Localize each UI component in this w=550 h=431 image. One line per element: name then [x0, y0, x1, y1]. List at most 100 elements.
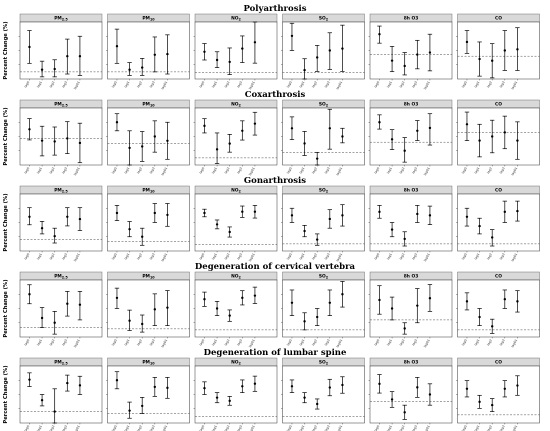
error-bar-lag1 — [389, 222, 395, 238]
point-estimate — [78, 217, 82, 221]
x-tick-label: lag3 — [499, 81, 506, 89]
x-tick-label: lag1 — [124, 81, 131, 89]
point-estimate — [203, 124, 206, 128]
error-bar-lag0 — [464, 292, 470, 311]
point-estimate — [153, 211, 157, 215]
panel-plot-area — [107, 365, 190, 424]
error-bar-lag01 — [340, 204, 345, 227]
x-tick-label: lag3 — [411, 339, 418, 347]
x-tick-label: lag1 — [474, 339, 481, 347]
point-estimate — [390, 398, 394, 401]
point-estimate — [290, 127, 294, 130]
point-estimate — [166, 386, 169, 390]
x-tick-label: lag0 — [286, 425, 293, 431]
x-tick-label: lag1 — [386, 339, 393, 347]
error-bar-lag01 — [427, 205, 433, 225]
point-estimate — [403, 149, 406, 152]
x-tick-label: lag01 — [73, 425, 81, 431]
error-bar-lag3 — [152, 36, 158, 73]
x-tick-label: lag01 — [160, 339, 168, 349]
figure-row-2: Coxarthrosis Percent Change (%) PM2.5 lag0 l… — [3, 90, 540, 176]
x-tick-label: lag1 — [36, 425, 43, 431]
error-bar-lag2 — [314, 398, 320, 410]
point-estimate — [478, 315, 481, 319]
point-estimate — [241, 47, 244, 50]
panel-plot-area — [19, 193, 103, 252]
point-estimate — [416, 53, 419, 56]
error-bar-lag3 — [415, 377, 420, 398]
x-tick-label: lag0 — [286, 339, 293, 347]
error-bar-lag01 — [252, 111, 258, 136]
x-tick-label: lag3 — [236, 425, 243, 431]
panel-plot-area — [194, 193, 278, 252]
point-estimate — [203, 50, 206, 53]
error-bar-lag01 — [165, 203, 170, 227]
panel-8h-o3: 8h O3 lag0 lag1 lag2 lag3 lag01 — [368, 185, 453, 262]
x-tick-label: lag2 — [399, 81, 406, 89]
x-tick-label: lag3 — [236, 81, 243, 89]
x-tick-label: lag01 — [248, 339, 256, 349]
panel-plot-area — [107, 193, 190, 252]
x-tick-label: lag3 — [499, 167, 506, 175]
point-estimate — [428, 51, 432, 54]
error-bar-lag0 — [289, 116, 295, 141]
point-estimate — [428, 393, 432, 396]
point-estimate — [303, 396, 306, 399]
panel-plot-area — [194, 107, 278, 166]
figure-row-3: Gonarthrosis Percent Change (%) PM2.5 lag0 l… — [3, 176, 540, 262]
panel-no2: NO2 lag0 lag1 lag2 lag3 lag01 — [193, 357, 278, 431]
x-tick-label: lag3 — [411, 425, 418, 431]
x-tick-label: lag0 — [198, 339, 205, 347]
error-bar-lag3 — [240, 205, 245, 218]
point-estimate — [328, 301, 332, 304]
x-tick-label: lag1 — [474, 425, 481, 431]
panel-strip-label: SO2 — [319, 16, 329, 22]
point-estimate — [490, 325, 494, 328]
point-estimate — [428, 126, 432, 130]
point-estimate — [416, 212, 419, 216]
x-tick-label: lag1 — [386, 81, 393, 89]
error-bar-lag1 — [214, 132, 220, 164]
error-bar-lag2 — [227, 309, 232, 322]
panel-strip-label: 8h O3 — [404, 102, 419, 108]
x-tick-label: lag2 — [399, 425, 406, 431]
x-tick-label: lag2 — [136, 339, 143, 347]
point-estimate — [128, 68, 131, 71]
point-estimate — [140, 235, 144, 238]
error-bar-lag1 — [389, 296, 395, 321]
y-axis-label: Percent Change (%) — [3, 365, 9, 423]
x-tick-label: lag01 — [248, 425, 256, 431]
error-bar-lag2 — [227, 396, 232, 406]
error-bar-lag0 — [377, 114, 382, 130]
point-estimate — [378, 298, 381, 302]
panel-strip-label: NO2 — [231, 360, 241, 366]
panel-8h-o3: 8h O3 lag0 lag1 lag2 lag3 lag01 — [368, 99, 453, 176]
point-estimate — [290, 301, 294, 304]
error-bar-lag01 — [252, 286, 258, 304]
panel-8h-o3: 8h O3 lag0 lag1 lag2 lag3 lag01 — [368, 271, 453, 349]
point-estimate — [328, 386, 332, 389]
error-bar-lag2 — [489, 318, 495, 334]
point-estimate — [315, 238, 319, 241]
error-bar-lag2 — [402, 52, 407, 76]
point-estimate — [241, 385, 244, 388]
point-estimate — [140, 66, 144, 69]
error-bar-lag0 — [289, 207, 295, 223]
x-tick-label: lag3 — [61, 167, 68, 175]
x-tick-label: lag01 — [510, 167, 518, 177]
panel-no2: NO2 lag0 lag1 lag2 lag3 lag01 — [193, 271, 278, 349]
x-tick-label: lag01 — [248, 253, 256, 263]
error-bar-lag1 — [39, 394, 45, 407]
panel-no2: NO2 lag0 lag1 lag2 lag3 lag01 — [193, 13, 278, 90]
x-tick-label: lag1 — [386, 425, 393, 431]
point-estimate — [128, 319, 131, 322]
x-tick-label: lag2 — [49, 167, 56, 175]
x-tick-label: lag0 — [111, 167, 118, 175]
point-estimate — [315, 315, 319, 319]
panel-plot-area — [282, 21, 365, 80]
error-bar-lag0 — [377, 205, 382, 219]
error-bar-lag01 — [340, 127, 345, 144]
x-tick-label: lag01 — [423, 339, 431, 349]
point-estimate — [78, 384, 82, 387]
panel-so2: SO2 lag0 lag1 lag2 lag3 lag01 — [281, 271, 365, 348]
